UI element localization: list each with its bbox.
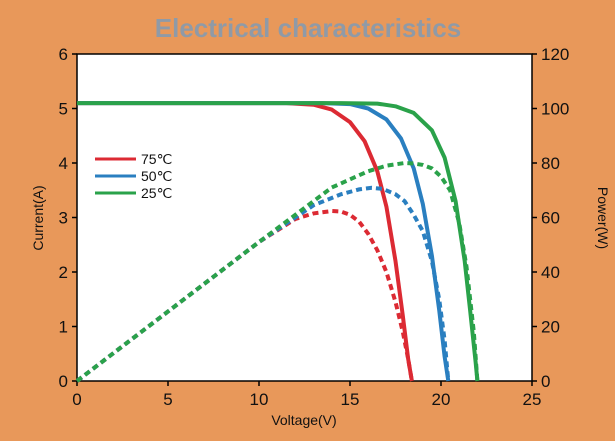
x-tick-label: 20: [432, 390, 451, 409]
legend-label: 75℃: [141, 151, 172, 167]
legend-label: 50℃: [141, 168, 172, 184]
y-right-tick-label: 40: [541, 263, 560, 282]
y-right-tick-label: 80: [541, 154, 560, 173]
y-right-tick-label: 120: [541, 45, 569, 64]
y-left-tick-label: 5: [59, 100, 68, 119]
current-curve-25c: [77, 101, 480, 382]
x-tick-label: 15: [341, 390, 360, 409]
y-right-tick-label: 20: [541, 318, 560, 337]
y-axis-left-ticks: 0 1 2 3 4 5 6: [59, 45, 77, 391]
y-left-tick-label: 4: [59, 154, 68, 173]
y-left-tick-label: 1: [59, 318, 68, 337]
legend-label: 25℃: [141, 185, 172, 201]
y-left-tick-label: 6: [59, 45, 68, 64]
legend: 75℃50℃25℃: [95, 151, 172, 201]
x-tick-label: 0: [72, 390, 81, 409]
x-tick-label: 5: [163, 390, 172, 409]
y-left-tick-label: 0: [59, 372, 68, 391]
series-layer: [75, 101, 480, 383]
x-axis-label: Voltage(V): [271, 412, 336, 428]
y-left-tick-label: 2: [59, 263, 68, 282]
x-tick-label: 25: [523, 390, 542, 409]
y-axis-right-ticks: 0 20 40 60 80 100 120: [532, 45, 569, 391]
x-axis-ticks: 0 5 10 15 20 25: [72, 381, 541, 409]
y-right-tick-label: 60: [541, 209, 560, 228]
y-right-tick-label: 0: [541, 372, 550, 391]
y-left-tick-label: 3: [59, 209, 68, 228]
y-axis-right-label: Power(W): [595, 187, 611, 249]
power-curve-25c: [75, 160, 480, 383]
y-axis-left-label: Current(A): [30, 185, 46, 250]
x-tick-label: 10: [250, 390, 269, 409]
y-right-tick-label: 100: [541, 100, 569, 119]
chart-title: Electrical characteristics: [155, 13, 461, 43]
